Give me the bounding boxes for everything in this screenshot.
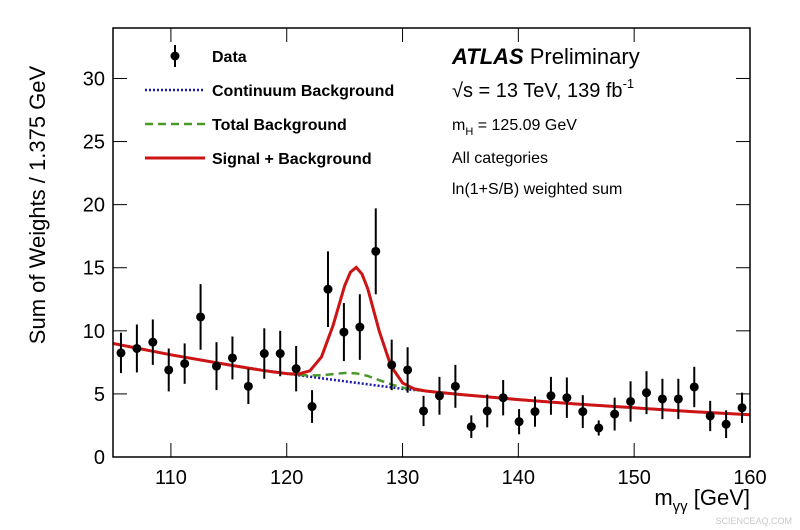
- y-tick-label: 25: [83, 132, 105, 154]
- curve: [113, 342, 750, 416]
- data-point: [323, 284, 333, 294]
- legend-label: Total Background: [212, 117, 347, 134]
- data-point: [737, 403, 747, 413]
- legend-label: Continuum Background: [212, 83, 394, 100]
- mass-sub: H: [465, 126, 473, 138]
- data-point: [291, 364, 301, 374]
- data-point: [657, 394, 667, 404]
- data-point: [275, 349, 285, 359]
- legend-label: Data: [212, 49, 247, 66]
- data-point: [546, 391, 556, 401]
- data-point: [514, 417, 524, 427]
- x-tick-label: 140: [502, 467, 535, 489]
- data-point: [419, 406, 429, 416]
- x-tick-label: 130: [386, 467, 419, 489]
- weighting-label: ln(1+S/B) weighted sum: [452, 181, 622, 198]
- data-point: [466, 422, 476, 432]
- categories-label: All categories: [452, 150, 548, 167]
- data-point: [355, 322, 365, 332]
- curve: [113, 265, 750, 417]
- data-point: [243, 381, 253, 391]
- energy: √s = 13 TeV, 139 fb: [452, 80, 623, 102]
- legend-data-marker: [170, 51, 180, 61]
- data-point: [227, 353, 237, 363]
- x-tick-label: 150: [617, 467, 650, 489]
- watermark: SCIENCEAQ.COM: [715, 516, 792, 526]
- y-tick-label: 15: [83, 258, 105, 280]
- data-point: [148, 337, 158, 347]
- data-point: [259, 349, 269, 359]
- y-tick-label: 5: [94, 384, 105, 406]
- experiment: ATLAS: [451, 44, 524, 69]
- data-point: [434, 391, 444, 401]
- data-point: [673, 394, 683, 404]
- curve: [286, 371, 426, 393]
- atlas-label: ATLAS Preliminary: [451, 44, 640, 69]
- energy-label: √s = 13 TeV, 139 fb-1: [452, 76, 634, 102]
- x-tick-label: 160: [733, 467, 766, 489]
- data-point: [450, 381, 460, 391]
- data-point: [482, 406, 492, 416]
- mass-label: mH = 125.09 GeV: [452, 117, 577, 138]
- x-tick-label: 110: [155, 467, 187, 489]
- data-point: [116, 348, 126, 358]
- mass-main: m: [452, 117, 465, 134]
- data-point: [578, 407, 588, 417]
- status: Preliminary: [530, 44, 640, 69]
- data-point: [689, 382, 699, 392]
- data-point: [339, 327, 349, 337]
- x-label-main: m: [654, 485, 672, 510]
- x-tick-label: 120: [270, 467, 303, 489]
- plot-frame: [112, 27, 751, 458]
- data-point: [403, 365, 413, 375]
- data-point: [212, 361, 222, 371]
- data-point: [132, 343, 142, 353]
- data-point: [610, 409, 620, 419]
- data-point: [530, 407, 540, 417]
- data-point: [180, 359, 190, 369]
- legend-label: Signal + Background: [212, 151, 372, 168]
- mass-rest: = 125.09 GeV: [473, 117, 577, 134]
- data-point: [721, 419, 731, 429]
- y-tick-label: 10: [83, 321, 105, 343]
- energy-sup: -1: [623, 76, 635, 91]
- data-point: [626, 396, 636, 406]
- data-point: [196, 312, 206, 322]
- y-axis-label: Sum of Weights / 1.375 GeV: [25, 65, 50, 344]
- y-tick-label: 0: [94, 447, 105, 469]
- data-point: [705, 411, 715, 421]
- data-point: [562, 393, 572, 403]
- x-label-sub: γγ: [673, 498, 689, 515]
- data-point: [387, 360, 397, 370]
- x-axis-label: mγγ [GeV]: [654, 485, 750, 515]
- y-tick-label: 20: [83, 195, 105, 217]
- data-point: [371, 246, 381, 256]
- data-point: [164, 365, 174, 375]
- y-tick-label: 30: [83, 68, 105, 90]
- data-point: [641, 388, 651, 398]
- data-point: [498, 393, 508, 403]
- data-point: [594, 423, 604, 433]
- data-point: [307, 402, 317, 412]
- x-label-rest: [GeV]: [688, 485, 750, 510]
